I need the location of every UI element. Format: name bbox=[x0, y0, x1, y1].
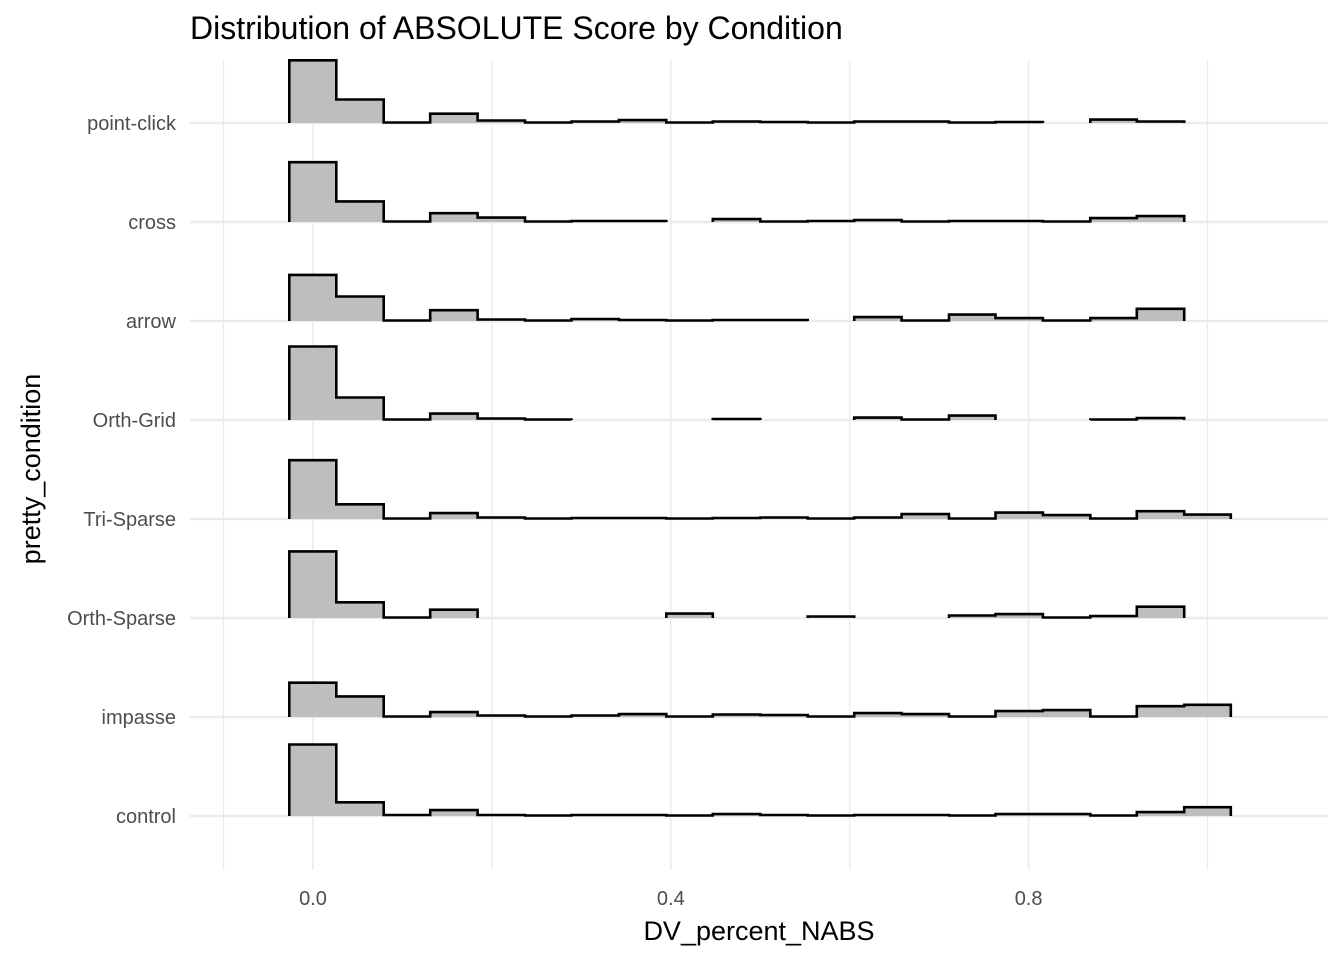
histogram-outline bbox=[288, 743, 1233, 817]
series-control bbox=[288, 743, 1233, 817]
histogram-outline bbox=[711, 417, 762, 421]
y-tick-label: control bbox=[116, 806, 176, 828]
x-tick-label: 0.0 bbox=[299, 888, 327, 910]
histogram-outline bbox=[288, 345, 573, 421]
histogram-fill bbox=[289, 346, 572, 420]
x-gridlines bbox=[222, 60, 1209, 870]
x-tick-label: 0.8 bbox=[1015, 888, 1043, 910]
histogram-fill bbox=[289, 744, 1231, 816]
histogram-outline bbox=[288, 273, 809, 322]
histogram-outline bbox=[288, 681, 1233, 718]
y-tick-labels: control impasse Orth-Sparse Tri-Sparse Orth-… bbox=[67, 113, 177, 828]
histogram-fill bbox=[289, 460, 1231, 519]
histogram-outline bbox=[806, 615, 856, 618]
series-layer bbox=[288, 59, 1233, 817]
y-tick-label: Tri-Sparse bbox=[83, 509, 176, 531]
histogram-fill bbox=[289, 60, 1043, 123]
series-point-click bbox=[288, 59, 1186, 124]
histogram-outline bbox=[852, 307, 1186, 322]
x-tick-labels: 0.0 0.4 0.8 bbox=[299, 888, 1042, 910]
y-tick-label: Orth-Grid bbox=[93, 410, 176, 432]
histogram-outline bbox=[711, 214, 1186, 223]
histogram-fill bbox=[289, 274, 808, 321]
histogram-outline bbox=[1089, 118, 1186, 123]
series-cross bbox=[288, 160, 1186, 223]
histogram-outline bbox=[288, 458, 1233, 520]
histogram-outline bbox=[288, 550, 479, 619]
histogram-outline bbox=[852, 414, 997, 421]
chart-title: Distribution of ABSOLUTE Score by Condit… bbox=[190, 10, 843, 46]
series-Tri-Sparse bbox=[288, 458, 1233, 520]
y-axis-title: pretty_condition bbox=[16, 374, 46, 565]
y-tick-label: impasse bbox=[102, 707, 176, 729]
x-tick-label: 0.4 bbox=[657, 888, 685, 910]
histogram-outline bbox=[288, 59, 1045, 124]
series-Orth-Sparse bbox=[288, 550, 1186, 619]
histogram-outline bbox=[665, 612, 715, 618]
histogram-outline bbox=[947, 605, 1186, 619]
series-arrow bbox=[288, 273, 1186, 322]
y-tick-label: Orth-Sparse bbox=[67, 608, 176, 630]
x-axis-title: DV_percent_NABS bbox=[643, 916, 874, 946]
histogram-outline bbox=[1089, 416, 1186, 421]
y-tick-label: point-click bbox=[87, 113, 177, 135]
y-tick-label: arrow bbox=[126, 311, 177, 333]
series-impasse bbox=[288, 681, 1233, 718]
histogram-outline bbox=[288, 160, 668, 223]
y-tick-label: cross bbox=[128, 212, 176, 234]
series-Orth-Grid bbox=[288, 345, 1186, 421]
